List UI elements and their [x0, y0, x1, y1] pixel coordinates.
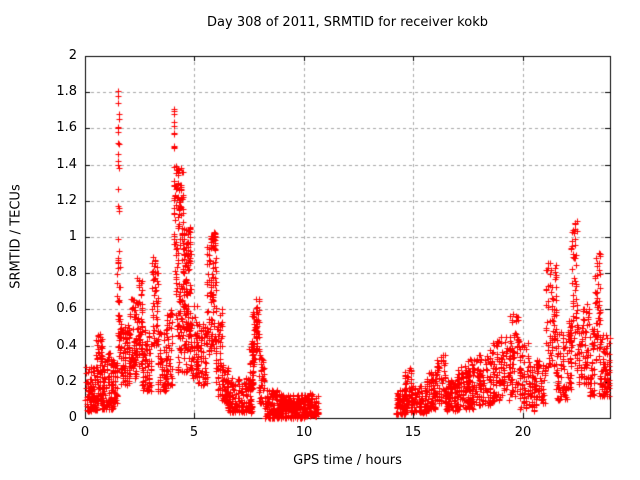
y-tick-label: 1 — [68, 229, 77, 244]
y-tick-label: 0.4 — [56, 338, 77, 353]
x-tick-label: 5 — [189, 425, 199, 440]
y-tick-label: 1.2 — [56, 193, 77, 208]
y-tick-label: 1.4 — [56, 157, 77, 172]
y-tick-label: 0 — [68, 410, 77, 425]
y-tick-label: 2 — [68, 48, 77, 63]
x-tick-label: 10 — [295, 425, 313, 440]
y-tick-label: 1.6 — [56, 120, 77, 135]
y-tick-label: 0.8 — [56, 265, 77, 280]
x-tick-label: 0 — [80, 425, 90, 440]
y-tick-label: 0.2 — [56, 374, 77, 389]
y-tick-label: 1.8 — [56, 84, 77, 99]
x-tick-label: 15 — [404, 425, 422, 440]
x-axis-label: GPS time / hours — [293, 453, 402, 468]
chart-title: Day 308 of 2011, SRMTID for receiver kok… — [207, 15, 488, 30]
y-tick-label: 0.6 — [56, 301, 77, 316]
x-tick-label: 20 — [514, 425, 532, 440]
